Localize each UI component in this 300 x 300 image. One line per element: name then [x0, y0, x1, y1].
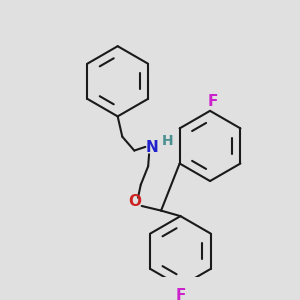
Text: N: N	[146, 140, 158, 155]
Text: H: H	[162, 134, 173, 148]
Text: F: F	[175, 288, 186, 300]
Text: F: F	[208, 94, 218, 109]
Text: O: O	[129, 194, 142, 209]
